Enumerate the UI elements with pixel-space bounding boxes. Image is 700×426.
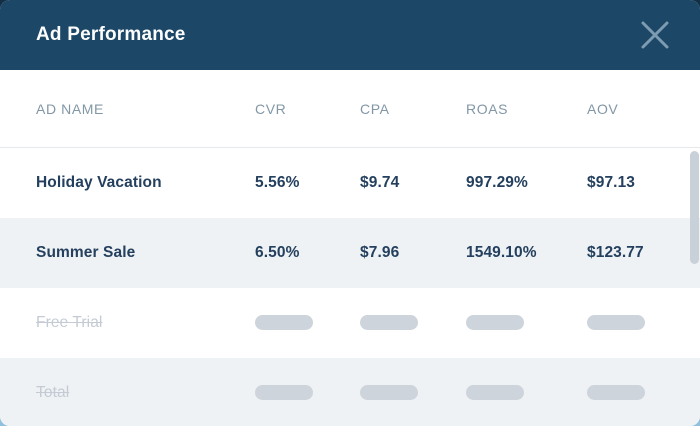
metric-cell-cpa (360, 384, 466, 402)
ad-name-cell[interactable]: Holiday Vacation (36, 174, 162, 191)
metric-cell-cpa: $9.74 (360, 174, 400, 191)
metric-cell-aov (587, 384, 700, 402)
metric-cell-roas: 997.29% (466, 174, 528, 191)
scrollbar-thumb[interactable] (690, 151, 699, 264)
placeholder-pill (360, 315, 418, 331)
table-row: Free Trial (0, 288, 700, 358)
metric-cell-roas: 1549.10% (466, 244, 537, 261)
table-body: Holiday Vacation 5.56% $9.74 997.29% $97.13 S… (0, 148, 700, 426)
ad-name-cell[interactable]: Summer Sale (36, 244, 136, 261)
table-header-row: AD NAME CVR CPA ROAS AOV (0, 70, 700, 148)
metric-cell-aov: $97.13 (587, 174, 636, 191)
ad-performance-table: AD NAME CVR CPA ROAS AOV Holiday Vacation 5.5… (0, 70, 700, 426)
metric-cell-cvr: 5.56% (255, 174, 300, 191)
metric-cell-cpa: $7.96 (360, 244, 400, 261)
column-header-aov: AOV (587, 100, 619, 117)
placeholder-pill (360, 385, 418, 401)
metric-cell-roas (466, 314, 587, 332)
metric-cell-cvr (255, 384, 360, 402)
column-header-name: AD NAME (36, 100, 104, 117)
table-row: Holiday Vacation 5.56% $9.74 997.29% $97.13 (0, 148, 700, 218)
placeholder-pill (255, 385, 313, 401)
modal-title: Ad Performance (36, 24, 186, 45)
table-row: Summer Sale 6.50% $7.96 1549.10% $123.77 (0, 218, 700, 288)
metric-cell-aov: $123.77 (587, 244, 644, 261)
placeholder-pill (587, 385, 645, 401)
column-header-cpa: CPA (360, 100, 390, 117)
table-row: Total (0, 358, 700, 426)
placeholder-pill (466, 385, 524, 401)
close-icon (641, 21, 669, 49)
modal-header: Ad Performance (0, 0, 700, 70)
placeholder-pill (466, 315, 524, 331)
metric-cell-cpa (360, 314, 466, 332)
column-header-cvr: CVR (255, 100, 287, 117)
ad-name-cell[interactable]: Free Trial (36, 314, 103, 331)
metric-cell-aov (587, 314, 700, 332)
close-button[interactable] (638, 18, 672, 52)
metric-cell-cvr: 6.50% (255, 244, 300, 261)
metric-cell-cvr (255, 314, 360, 332)
placeholder-pill (255, 315, 313, 331)
column-header-roas: ROAS (466, 100, 509, 117)
ad-name-cell[interactable]: Total (36, 384, 70, 401)
metric-cell-roas (466, 384, 587, 402)
placeholder-pill (587, 315, 645, 331)
